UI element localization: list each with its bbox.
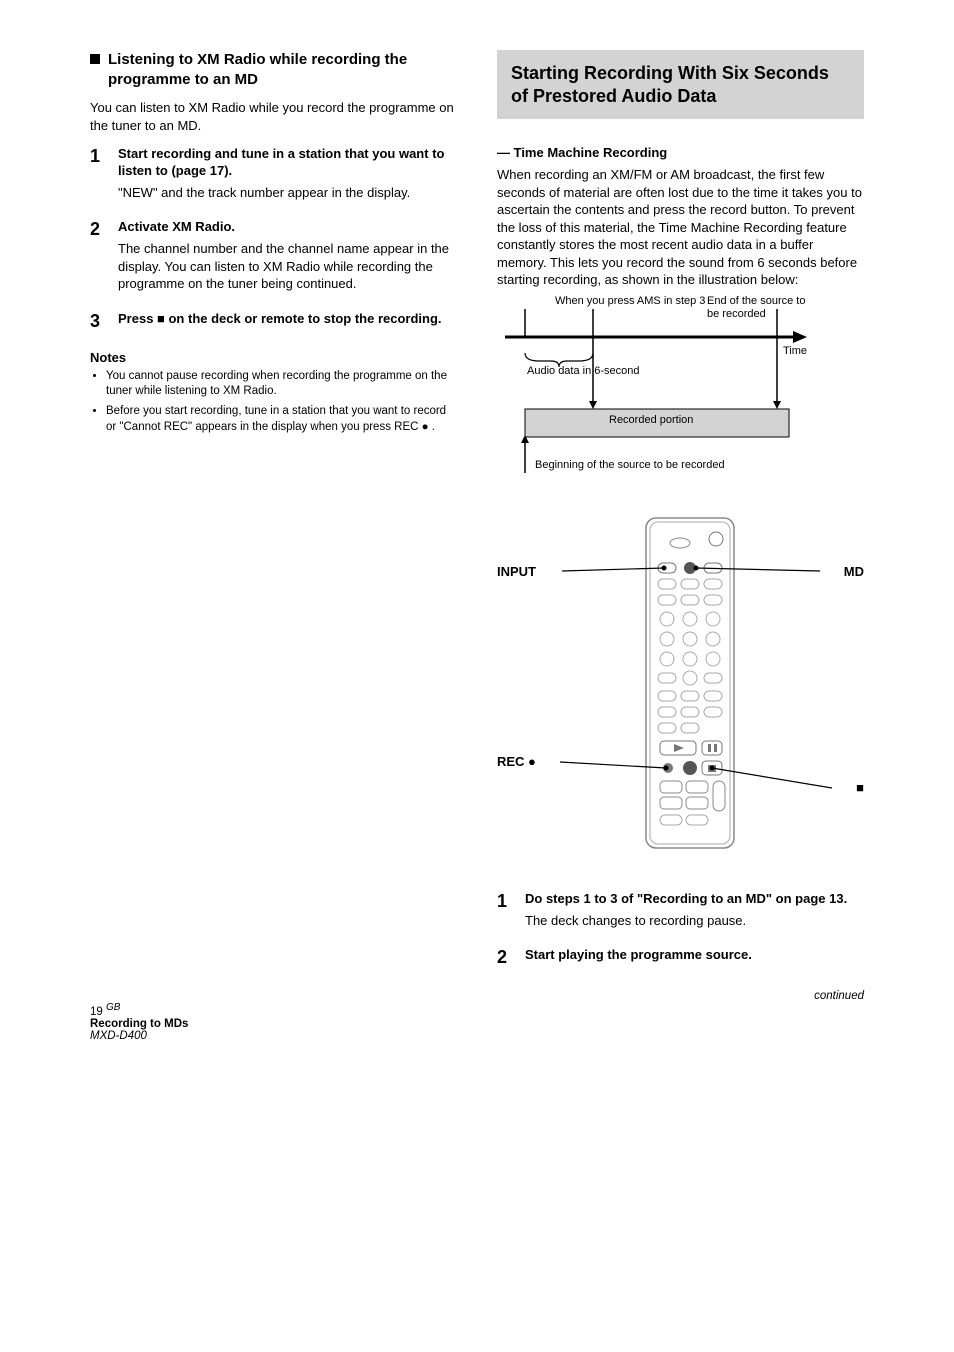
page: Listening to XM Radio while recording th… xyxy=(0,0,954,1064)
step: 1 Start recording and tune in a station … xyxy=(90,146,457,201)
right-column: Starting Recording With Six Seconds of P… xyxy=(497,50,864,1004)
step-title: Start playing the programme source. xyxy=(525,947,864,964)
timeline-diagram: When you press AMS in step 3 End of the … xyxy=(497,301,864,491)
timeline-label-time: Time xyxy=(783,345,807,358)
notes-heading: Notes xyxy=(90,350,457,365)
page-number: 19 xyxy=(90,1006,103,1018)
timeline-label-press: When you press AMS in step 3 xyxy=(555,295,705,308)
feature-title-box: Starting Recording With Six Seconds of P… xyxy=(497,50,864,119)
left-column: Listening to XM Radio while recording th… xyxy=(90,50,457,1004)
two-column-layout: Listening to XM Radio while recording th… xyxy=(90,50,864,1004)
step: 2 Activate XM Radio. The channel number … xyxy=(90,219,457,293)
remote-diagram: INPUT MD REC ● ■ xyxy=(497,513,864,873)
page-footer: 19 GB Recording to MDs MXD-D400 xyxy=(90,1002,188,1042)
step-number: 2 xyxy=(90,219,108,293)
feature-title: Starting Recording With Six Seconds of P… xyxy=(511,62,850,107)
note-item: You cannot pause recording when recordin… xyxy=(106,369,457,400)
timeline-label-begin: Beginning of the source to be recorded xyxy=(535,459,735,472)
step-title: Do steps 1 to 3 of "Recording to an MD" … xyxy=(525,891,864,908)
section-heading: Listening to XM Radio while recording th… xyxy=(90,50,457,89)
timeline-label-buffer: Audio data in 6-second xyxy=(527,365,647,378)
remote-svg xyxy=(516,513,846,863)
callout-input: INPUT xyxy=(497,565,536,579)
step-number: 3 xyxy=(90,311,108,332)
step-number: 1 xyxy=(497,891,515,929)
right-steps-list: 1 Do steps 1 to 3 of "Recording to an MD… xyxy=(497,891,864,968)
step-body: Start playing the programme source. xyxy=(525,947,864,968)
step-body: Activate XM Radio. The channel number an… xyxy=(118,219,457,293)
step-number: 1 xyxy=(90,146,108,201)
intro-paragraph: You can listen to XM Radio while you rec… xyxy=(90,99,457,134)
step: 2 Start playing the programme source. xyxy=(497,947,864,968)
timeline-label-recorded: Recorded portion xyxy=(609,414,693,427)
step-title: Press ■ on the deck or remote to stop th… xyxy=(118,311,457,328)
notes-block: Notes You cannot pause recording when re… xyxy=(90,350,457,435)
footer-chapter: Recording to MDs xyxy=(90,1018,188,1030)
feature-subtitle: — Time Machine Recording xyxy=(497,145,864,160)
section-title: Listening to XM Radio while recording th… xyxy=(108,50,457,89)
square-bullet-icon xyxy=(90,54,100,64)
note-item: Before you start recording, tune in a st… xyxy=(106,404,457,435)
callout-rec: REC ● xyxy=(497,755,536,769)
step-body: Press ■ on the deck or remote to stop th… xyxy=(118,311,457,332)
step-title: Activate XM Radio. xyxy=(118,219,457,236)
step-number: 2 xyxy=(497,947,515,968)
continued-marker: continued xyxy=(497,986,864,1004)
continued-label: continued xyxy=(814,990,864,1002)
step: 1 Do steps 1 to 3 of "Recording to an MD… xyxy=(497,891,864,929)
footer-model: MXD-D400 xyxy=(90,1030,188,1042)
step-desc: The deck changes to recording pause. xyxy=(525,912,864,930)
step-desc: The channel number and the channel name … xyxy=(118,240,457,293)
step: 3 Press ■ on the deck or remote to stop … xyxy=(90,311,457,332)
callout-md: MD xyxy=(844,565,864,579)
step-body: Start recording and tune in a station th… xyxy=(118,146,457,201)
left-steps-list: 1 Start recording and tune in a station … xyxy=(90,146,457,332)
callout-stop: ■ xyxy=(856,781,864,795)
step-desc: "NEW" and the track number appear in the… xyxy=(118,184,457,202)
timeline-label-end: End of the source to be recorded xyxy=(707,295,817,321)
step-title: Start recording and tune in a station th… xyxy=(118,146,457,180)
notes-list: You cannot pause recording when recordin… xyxy=(106,369,457,435)
step-body: Do steps 1 to 3 of "Recording to an MD" … xyxy=(525,891,864,929)
feature-lede: When recording an XM/FM or AM broadcast,… xyxy=(497,166,864,289)
